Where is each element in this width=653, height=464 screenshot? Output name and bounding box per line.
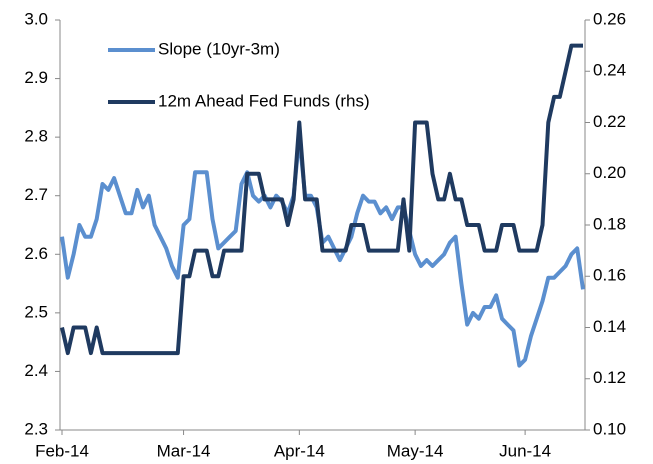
x-tick-label: Mar-14 — [157, 441, 211, 460]
legend-label: 12m Ahead Fed Funds (rhs) — [158, 91, 370, 110]
y2-tick-label: 0.20 — [593, 163, 626, 182]
y-tick-label: 2.4 — [24, 361, 48, 380]
y2-tick-label: 0.24 — [593, 61, 626, 80]
y2-tick-label: 0.26 — [593, 9, 626, 28]
y2-tick-label: 0.22 — [593, 112, 626, 131]
y-tick-label: 2.5 — [24, 302, 48, 321]
y-tick-label: 3.0 — [24, 9, 48, 28]
y-tick-label: 2.3 — [24, 419, 48, 438]
y-tick-label: 2.7 — [24, 185, 48, 204]
x-tick-label: Apr-14 — [274, 441, 325, 460]
y2-tick-label: 0.16 — [593, 266, 626, 285]
y-tick-label: 2.8 — [24, 127, 48, 146]
y2-tick-label: 0.18 — [593, 214, 626, 233]
y-tick-label: 2.6 — [24, 244, 48, 263]
y2-tick-label: 0.10 — [593, 419, 626, 438]
x-tick-label: Jun-14 — [499, 441, 551, 460]
legend-label: Slope (10yr-3m) — [158, 39, 280, 58]
x-tick-label: May-14 — [387, 441, 444, 460]
y2-tick-label: 0.14 — [593, 317, 626, 336]
x-tick-label: Feb-14 — [35, 441, 89, 460]
series-line — [60, 43, 583, 356]
y2-tick-label: 0.12 — [593, 368, 626, 387]
y-tick-label: 2.9 — [24, 68, 48, 87]
